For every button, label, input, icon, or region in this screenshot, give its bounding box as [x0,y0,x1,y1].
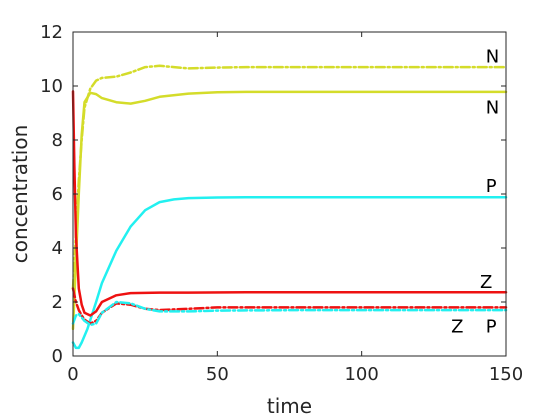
series-line-p-dashdot [71,300,508,327]
y-tick-label: 6 [52,184,63,205]
y-tick-label: 10 [40,76,63,97]
series-annotation: N [486,98,499,119]
series-annotation: N [486,46,499,67]
series-annotation: P [486,176,497,197]
x-tick-label: 0 [67,364,78,385]
series-line-n-dashdot [71,64,508,290]
x-tick-label: 150 [489,364,523,385]
y-tick-label: 2 [52,292,63,313]
series-annotation: Z [480,272,492,293]
series-line-z-solid [71,90,508,317]
series-annotation: Z [451,316,463,337]
series-line-n-solid [71,90,508,331]
plot-area [71,64,508,350]
y-tick-label: 12 [40,22,63,43]
x-tick-label: 50 [206,364,229,385]
y-tick-label: 0 [52,346,63,367]
y-tick-label: 4 [52,238,63,259]
y-tick-label: 8 [52,130,63,151]
series-annotations: N N P Z Z P [451,46,499,337]
x-tick-label: 100 [344,364,378,385]
series-annotation: P [486,316,497,337]
axis-ticks: 0 50 100 150 0 2 4 6 8 10 12 [40,22,523,385]
y-axis-title: concentration [8,125,32,264]
series-line-p-solid [71,195,508,350]
x-axis-title: time [267,394,312,418]
